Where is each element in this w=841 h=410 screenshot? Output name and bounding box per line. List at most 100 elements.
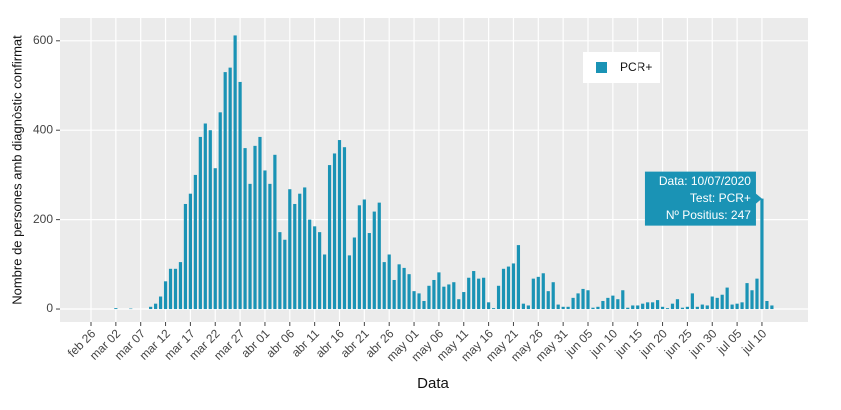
x-tick-label: jul 05 bbox=[714, 326, 745, 357]
bar bbox=[571, 298, 574, 309]
bar bbox=[487, 302, 490, 309]
bar bbox=[189, 194, 192, 309]
bar bbox=[432, 280, 435, 309]
bar bbox=[229, 68, 232, 309]
bar bbox=[318, 232, 321, 309]
bar bbox=[388, 254, 391, 309]
bar bbox=[313, 226, 316, 309]
bar bbox=[532, 279, 535, 309]
bar bbox=[204, 124, 207, 310]
bar bbox=[393, 280, 396, 309]
bar bbox=[472, 271, 475, 309]
bar bbox=[184, 204, 187, 309]
bar bbox=[676, 299, 679, 309]
bar bbox=[502, 269, 505, 309]
bar bbox=[765, 301, 768, 309]
x-tick-label: abr 06 bbox=[263, 326, 297, 360]
bar bbox=[661, 307, 664, 309]
x-tick-label: jun 30 bbox=[686, 326, 720, 360]
bar bbox=[706, 305, 709, 309]
bar bbox=[457, 299, 460, 309]
bar bbox=[199, 137, 202, 309]
bar bbox=[721, 295, 724, 309]
bar bbox=[308, 220, 311, 309]
bar bbox=[258, 137, 261, 309]
bar bbox=[601, 301, 604, 309]
bar bbox=[154, 304, 157, 309]
bar bbox=[363, 200, 366, 310]
bar bbox=[581, 289, 584, 309]
y-tick-label: 600 bbox=[33, 33, 53, 47]
bar bbox=[298, 194, 301, 309]
bar bbox=[358, 205, 361, 309]
y-axis-title: Nombre de persones amb diagnòstic confir… bbox=[9, 35, 24, 305]
bar bbox=[701, 305, 704, 309]
tooltip-text: Test: PCR+ bbox=[690, 191, 751, 205]
y-tick-label: 200 bbox=[33, 212, 53, 226]
x-tick-label: jun 25 bbox=[661, 326, 695, 360]
bar bbox=[576, 293, 579, 309]
bar bbox=[611, 296, 614, 309]
bar bbox=[547, 291, 550, 309]
bar bbox=[760, 199, 763, 309]
bar bbox=[278, 232, 281, 309]
bar bbox=[656, 300, 659, 309]
bar bbox=[745, 283, 748, 309]
bar bbox=[293, 204, 296, 309]
bar bbox=[288, 189, 291, 309]
bar bbox=[467, 278, 470, 309]
x-tick-label: jun 05 bbox=[562, 326, 596, 360]
bar bbox=[323, 254, 326, 309]
bar bbox=[641, 304, 644, 309]
x-axis-title: Data bbox=[417, 375, 449, 392]
bar bbox=[636, 305, 639, 309]
x-tick-label: jun 10 bbox=[586, 326, 620, 360]
bar bbox=[591, 308, 594, 309]
bar bbox=[567, 307, 570, 309]
bar bbox=[507, 267, 510, 309]
bar bbox=[527, 305, 530, 309]
bar bbox=[512, 263, 515, 309]
bar bbox=[596, 307, 599, 309]
legend-swatch bbox=[596, 62, 607, 73]
bar bbox=[412, 291, 415, 309]
bar bbox=[447, 284, 450, 309]
bar bbox=[616, 299, 619, 309]
bar bbox=[273, 155, 276, 309]
bar bbox=[646, 302, 649, 309]
bar bbox=[477, 279, 480, 309]
bar bbox=[557, 305, 560, 309]
plot-background bbox=[60, 18, 808, 322]
bar bbox=[482, 278, 485, 309]
bar bbox=[248, 184, 251, 309]
bar bbox=[731, 305, 734, 309]
bar bbox=[537, 277, 540, 309]
bar bbox=[606, 298, 609, 309]
bar bbox=[552, 282, 555, 309]
bar bbox=[427, 286, 430, 309]
bar bbox=[234, 35, 237, 309]
y-tick-label: 0 bbox=[46, 301, 53, 315]
bar bbox=[224, 72, 227, 309]
bar bbox=[328, 165, 331, 309]
bar bbox=[239, 82, 242, 309]
bar bbox=[726, 288, 729, 309]
bar bbox=[174, 269, 177, 309]
bar bbox=[542, 273, 545, 309]
x-tick-label: jun 20 bbox=[636, 326, 670, 360]
bar bbox=[373, 212, 376, 309]
bar bbox=[442, 287, 445, 309]
bar bbox=[378, 203, 381, 309]
bar bbox=[417, 293, 420, 309]
x-tick-label: jun 15 bbox=[611, 326, 645, 360]
bar bbox=[398, 264, 401, 309]
bar bbox=[462, 292, 465, 309]
bar bbox=[403, 268, 406, 309]
bar bbox=[621, 290, 624, 309]
bar bbox=[159, 297, 162, 310]
bar bbox=[497, 286, 500, 309]
bar bbox=[755, 279, 758, 309]
bar bbox=[631, 305, 634, 309]
bar bbox=[114, 308, 117, 309]
